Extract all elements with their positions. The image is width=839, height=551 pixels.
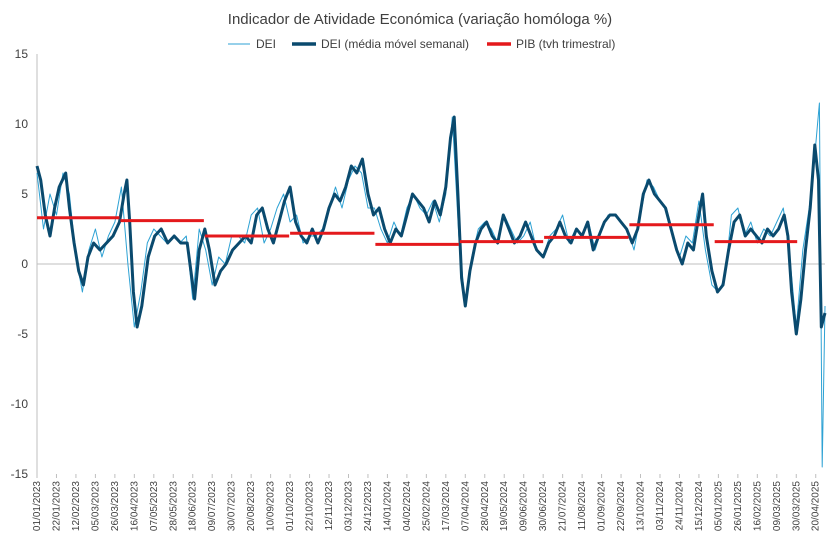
x-tick-label: 22/01/2023 — [51, 481, 62, 531]
x-tick-label: 01/01/2023 — [32, 481, 43, 531]
y-tick-label: 15 — [15, 47, 29, 61]
legend-label-pib: PIB (tvh trimestral) — [516, 37, 615, 51]
x-tick-label: 28/04/2024 — [480, 481, 491, 531]
x-tick-label: 03/12/2023 — [343, 481, 354, 531]
x-tick-label: 21/07/2024 — [558, 481, 569, 531]
x-tick-label: 26/01/2025 — [733, 481, 744, 531]
x-tick-label: 07/04/2024 — [460, 481, 471, 531]
x-tick-label: 05/01/2025 — [713, 481, 724, 531]
legend-label-dei-mm: DEI (média móvel semanal) — [321, 37, 469, 51]
x-tick-label: 03/11/2024 — [655, 481, 666, 531]
x-tick-label: 22/09/2024 — [616, 481, 627, 531]
x-tick-label: 04/02/2024 — [402, 481, 413, 531]
x-tick-label: 09/03/2025 — [772, 481, 783, 531]
x-tick-label: 20/08/2023 — [246, 481, 257, 531]
x-tick-label: 15/12/2024 — [694, 481, 705, 531]
x-tick-label: 12/11/2023 — [324, 481, 335, 531]
x-tick-label: 30/06/2024 — [538, 481, 549, 531]
x-tick-label: 30/03/2025 — [791, 481, 802, 531]
series-layer — [35, 102, 827, 468]
x-tick-label: 14/01/2024 — [382, 481, 393, 531]
series-dei — [36, 102, 826, 468]
x-tick-label: 11/08/2024 — [577, 481, 588, 531]
x-tick-label: 18/06/2023 — [188, 481, 199, 531]
y-tick-label: -10 — [11, 397, 29, 411]
legend: DEI DEI (média móvel semanal) PIB (tvh t… — [228, 37, 615, 51]
x-axis: 01/01/2023 22/01/2023 12/02/2023 05/03/2023… — [32, 474, 822, 531]
x-tick-label: 19/05/2024 — [499, 481, 510, 531]
x-tick-label: 09/07/2023 — [207, 481, 218, 531]
x-tick-label: 13/10/2024 — [636, 481, 647, 531]
y-tick-label: 0 — [21, 257, 28, 271]
series-dei-moving-average — [35, 115, 827, 336]
chart-title: Indicador de Atividade Económica (variaç… — [228, 11, 612, 28]
y-tick-label: 5 — [21, 187, 28, 201]
x-tick-label: 16/02/2025 — [752, 481, 763, 531]
x-tick-label: 22/10/2023 — [305, 481, 316, 531]
x-tick-label: 30/07/2023 — [227, 481, 238, 531]
x-tick-label: 05/03/2023 — [90, 481, 101, 531]
x-tick-label: 07/05/2023 — [149, 481, 160, 531]
x-tick-label: 09/06/2024 — [519, 481, 530, 531]
x-tick-label: 26/03/2023 — [110, 481, 121, 531]
y-tick-label: -15 — [11, 467, 29, 481]
x-tick-label: 28/05/2023 — [168, 481, 179, 531]
x-tick-label: 20/04/2025 — [811, 481, 822, 531]
x-tick-label: 10/09/2023 — [266, 481, 277, 531]
y-tick-label: -5 — [17, 327, 28, 341]
x-tick-label: 16/04/2023 — [129, 481, 140, 531]
x-tick-label: 01/09/2024 — [597, 481, 608, 531]
y-axis: 15 10 5 0 -5 -10 -15 — [11, 47, 29, 481]
x-tick-label: 24/11/2024 — [674, 481, 685, 531]
x-tick-label: 01/10/2023 — [285, 481, 296, 531]
y-tick-label: 10 — [15, 117, 29, 131]
x-tick-label: 25/02/2024 — [421, 481, 432, 531]
x-tick-label: 12/02/2023 — [71, 481, 82, 531]
x-tick-label: 24/12/2023 — [363, 481, 374, 531]
legend-label-dei: DEI — [256, 37, 276, 51]
x-tick-label: 17/03/2024 — [441, 481, 452, 531]
